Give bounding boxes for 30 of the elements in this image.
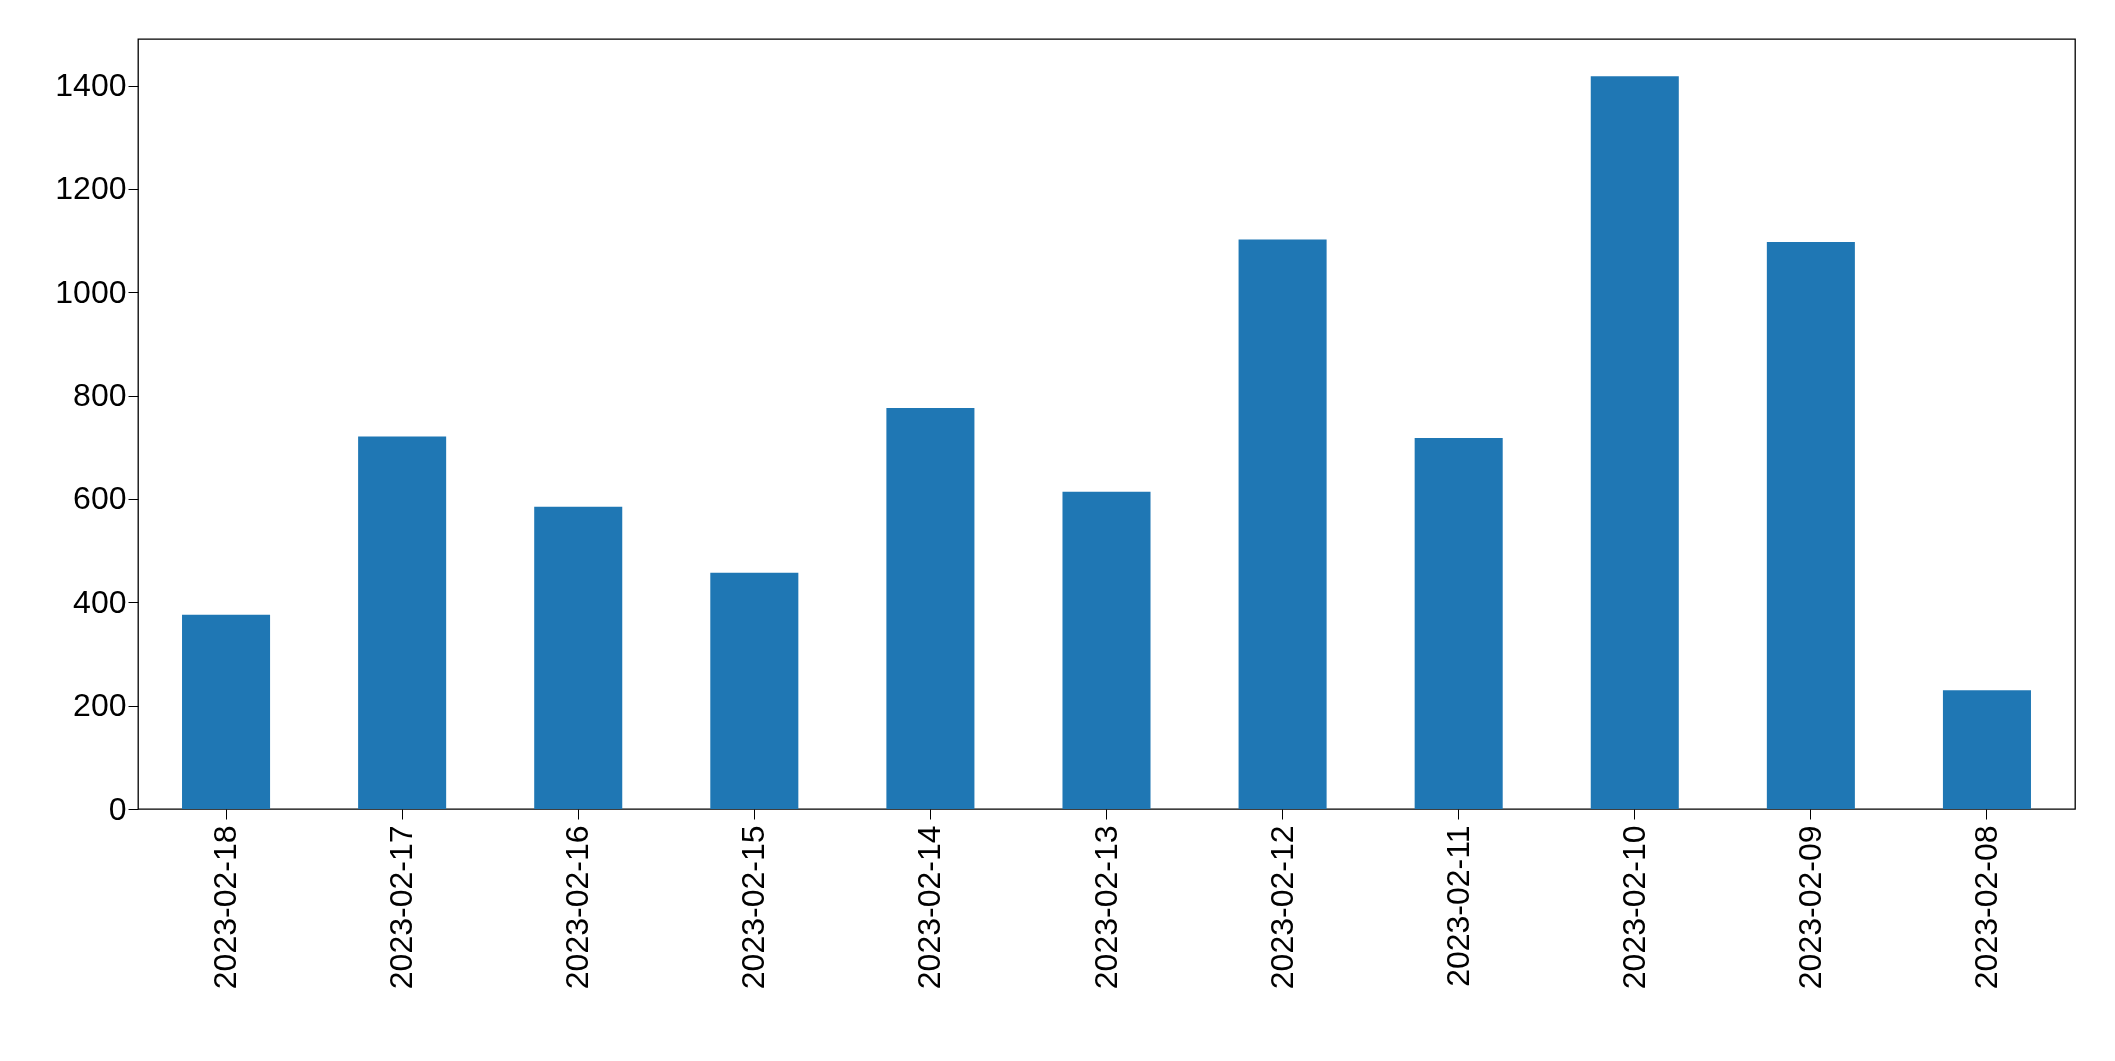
x-tick-label: 2023-02-15 [735,825,772,990]
bar [710,572,799,809]
y-tick-label: 1200 [55,170,127,207]
y-tick-label: 600 [73,480,127,517]
y-tick-label: 800 [73,377,127,414]
x-tick-label: 2023-02-18 [207,825,244,990]
bar [886,407,975,809]
y-tick-label: 400 [73,583,127,620]
bar [358,436,447,809]
x-tick-label: 2023-02-11 [1439,825,1476,987]
bar [534,506,623,809]
y-tick-label: 1400 [55,67,127,104]
x-tick-label: 2023-02-14 [911,825,948,990]
x-tick-label: 2023-02-13 [1087,825,1124,990]
x-tick-label: 2023-02-17 [383,825,420,990]
x-tick-label: 2023-02-16 [559,825,596,990]
bar [1590,76,1679,809]
y-tick-label: 0 [108,790,127,827]
bar [1062,491,1151,809]
y-tick-label: 200 [73,687,127,724]
x-tick-label: 2023-02-10 [1615,825,1652,990]
bar [1942,690,2031,809]
bar [1414,437,1503,809]
bar [1766,242,1855,809]
bar [1238,239,1327,809]
x-tick-label: 2023-02-12 [1263,825,1300,990]
x-tick-label: 2023-02-08 [1967,825,2004,990]
x-tick-label: 2023-02-09 [1791,825,1828,990]
bar [182,614,271,809]
y-tick-label: 1000 [55,273,127,310]
